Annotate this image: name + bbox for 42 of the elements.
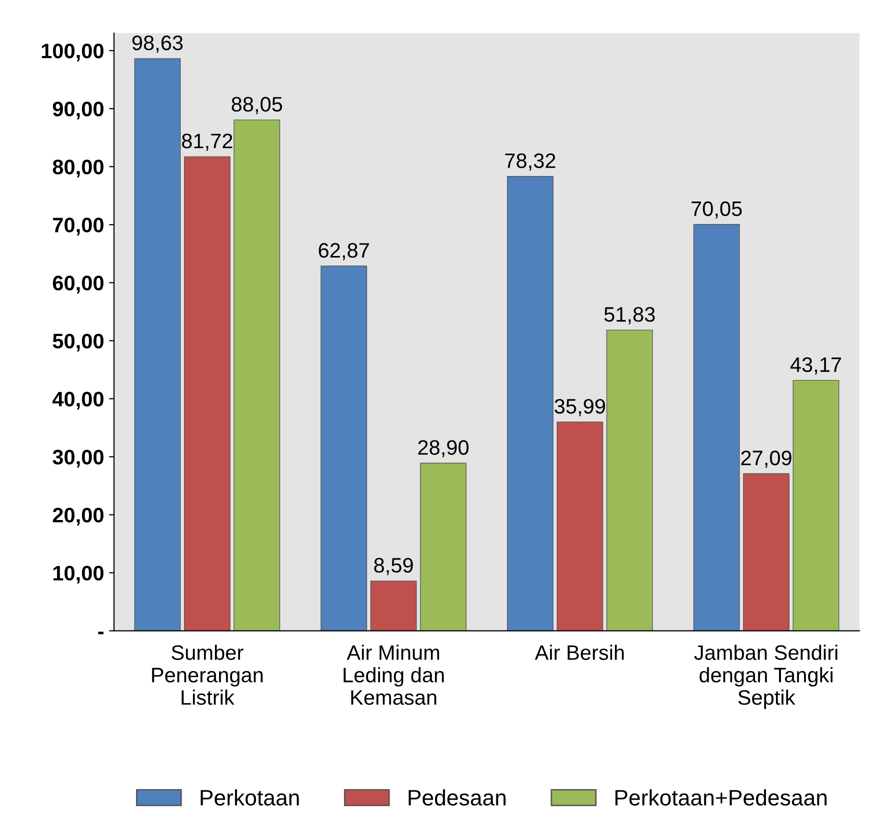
data-label: 27,09 bbox=[741, 450, 792, 468]
x-tick-label: Air Bersih bbox=[534, 644, 624, 660]
y-tick-label: 30,00 bbox=[52, 450, 104, 468]
bar bbox=[420, 462, 466, 631]
legend-label: Perkotaan bbox=[200, 789, 299, 806]
data-label: 78,32 bbox=[505, 153, 556, 171]
legend-label: Pedesaan bbox=[408, 789, 506, 806]
x-tick-label: Jamban Sendiri dengan Tangki Septik bbox=[694, 644, 838, 709]
x-tick-label: Air Minum Leding dan Kemasan bbox=[344, 644, 444, 705]
y-tick-label: 50,00 bbox=[52, 334, 104, 352]
data-label: 70,05 bbox=[692, 201, 742, 219]
bar bbox=[184, 156, 230, 631]
data-label: 51,83 bbox=[604, 307, 655, 324]
data-label: 88,05 bbox=[232, 96, 282, 114]
y-tick-label: 10,00 bbox=[53, 566, 104, 584]
data-label: 98,63 bbox=[132, 36, 183, 53]
data-label: 43,17 bbox=[790, 357, 841, 375]
y-tick-label: 90,00 bbox=[52, 102, 104, 120]
bar bbox=[234, 120, 280, 631]
bar bbox=[606, 330, 653, 631]
bar bbox=[370, 580, 417, 631]
y-tick-label: 70,00 bbox=[53, 218, 104, 236]
data-label: 35,99 bbox=[554, 398, 605, 416]
y-tick-label: 40,00 bbox=[52, 392, 104, 410]
y-tick-label: 100,00 bbox=[42, 44, 104, 62]
bar bbox=[792, 380, 840, 631]
x-tick-label: Sumber Penerangan Listrik bbox=[152, 644, 263, 705]
bar bbox=[134, 58, 181, 631]
y-tick-label: 60,00 bbox=[52, 276, 104, 294]
data-label: 8,59 bbox=[374, 558, 413, 576]
bar bbox=[743, 473, 790, 631]
bar bbox=[320, 266, 368, 631]
bar bbox=[556, 422, 604, 631]
bar bbox=[693, 224, 740, 631]
legend-label: Perkotaan+Pedesaan bbox=[615, 789, 827, 806]
bar bbox=[507, 176, 554, 631]
data-label: 28,90 bbox=[418, 440, 469, 458]
y-tick-label: - bbox=[98, 632, 104, 634]
data-label: 62,87 bbox=[318, 242, 369, 260]
y-tick-label: 20,00 bbox=[52, 508, 104, 526]
y-tick-label: 80,00 bbox=[52, 160, 104, 178]
data-label: 81,72 bbox=[182, 134, 232, 151]
